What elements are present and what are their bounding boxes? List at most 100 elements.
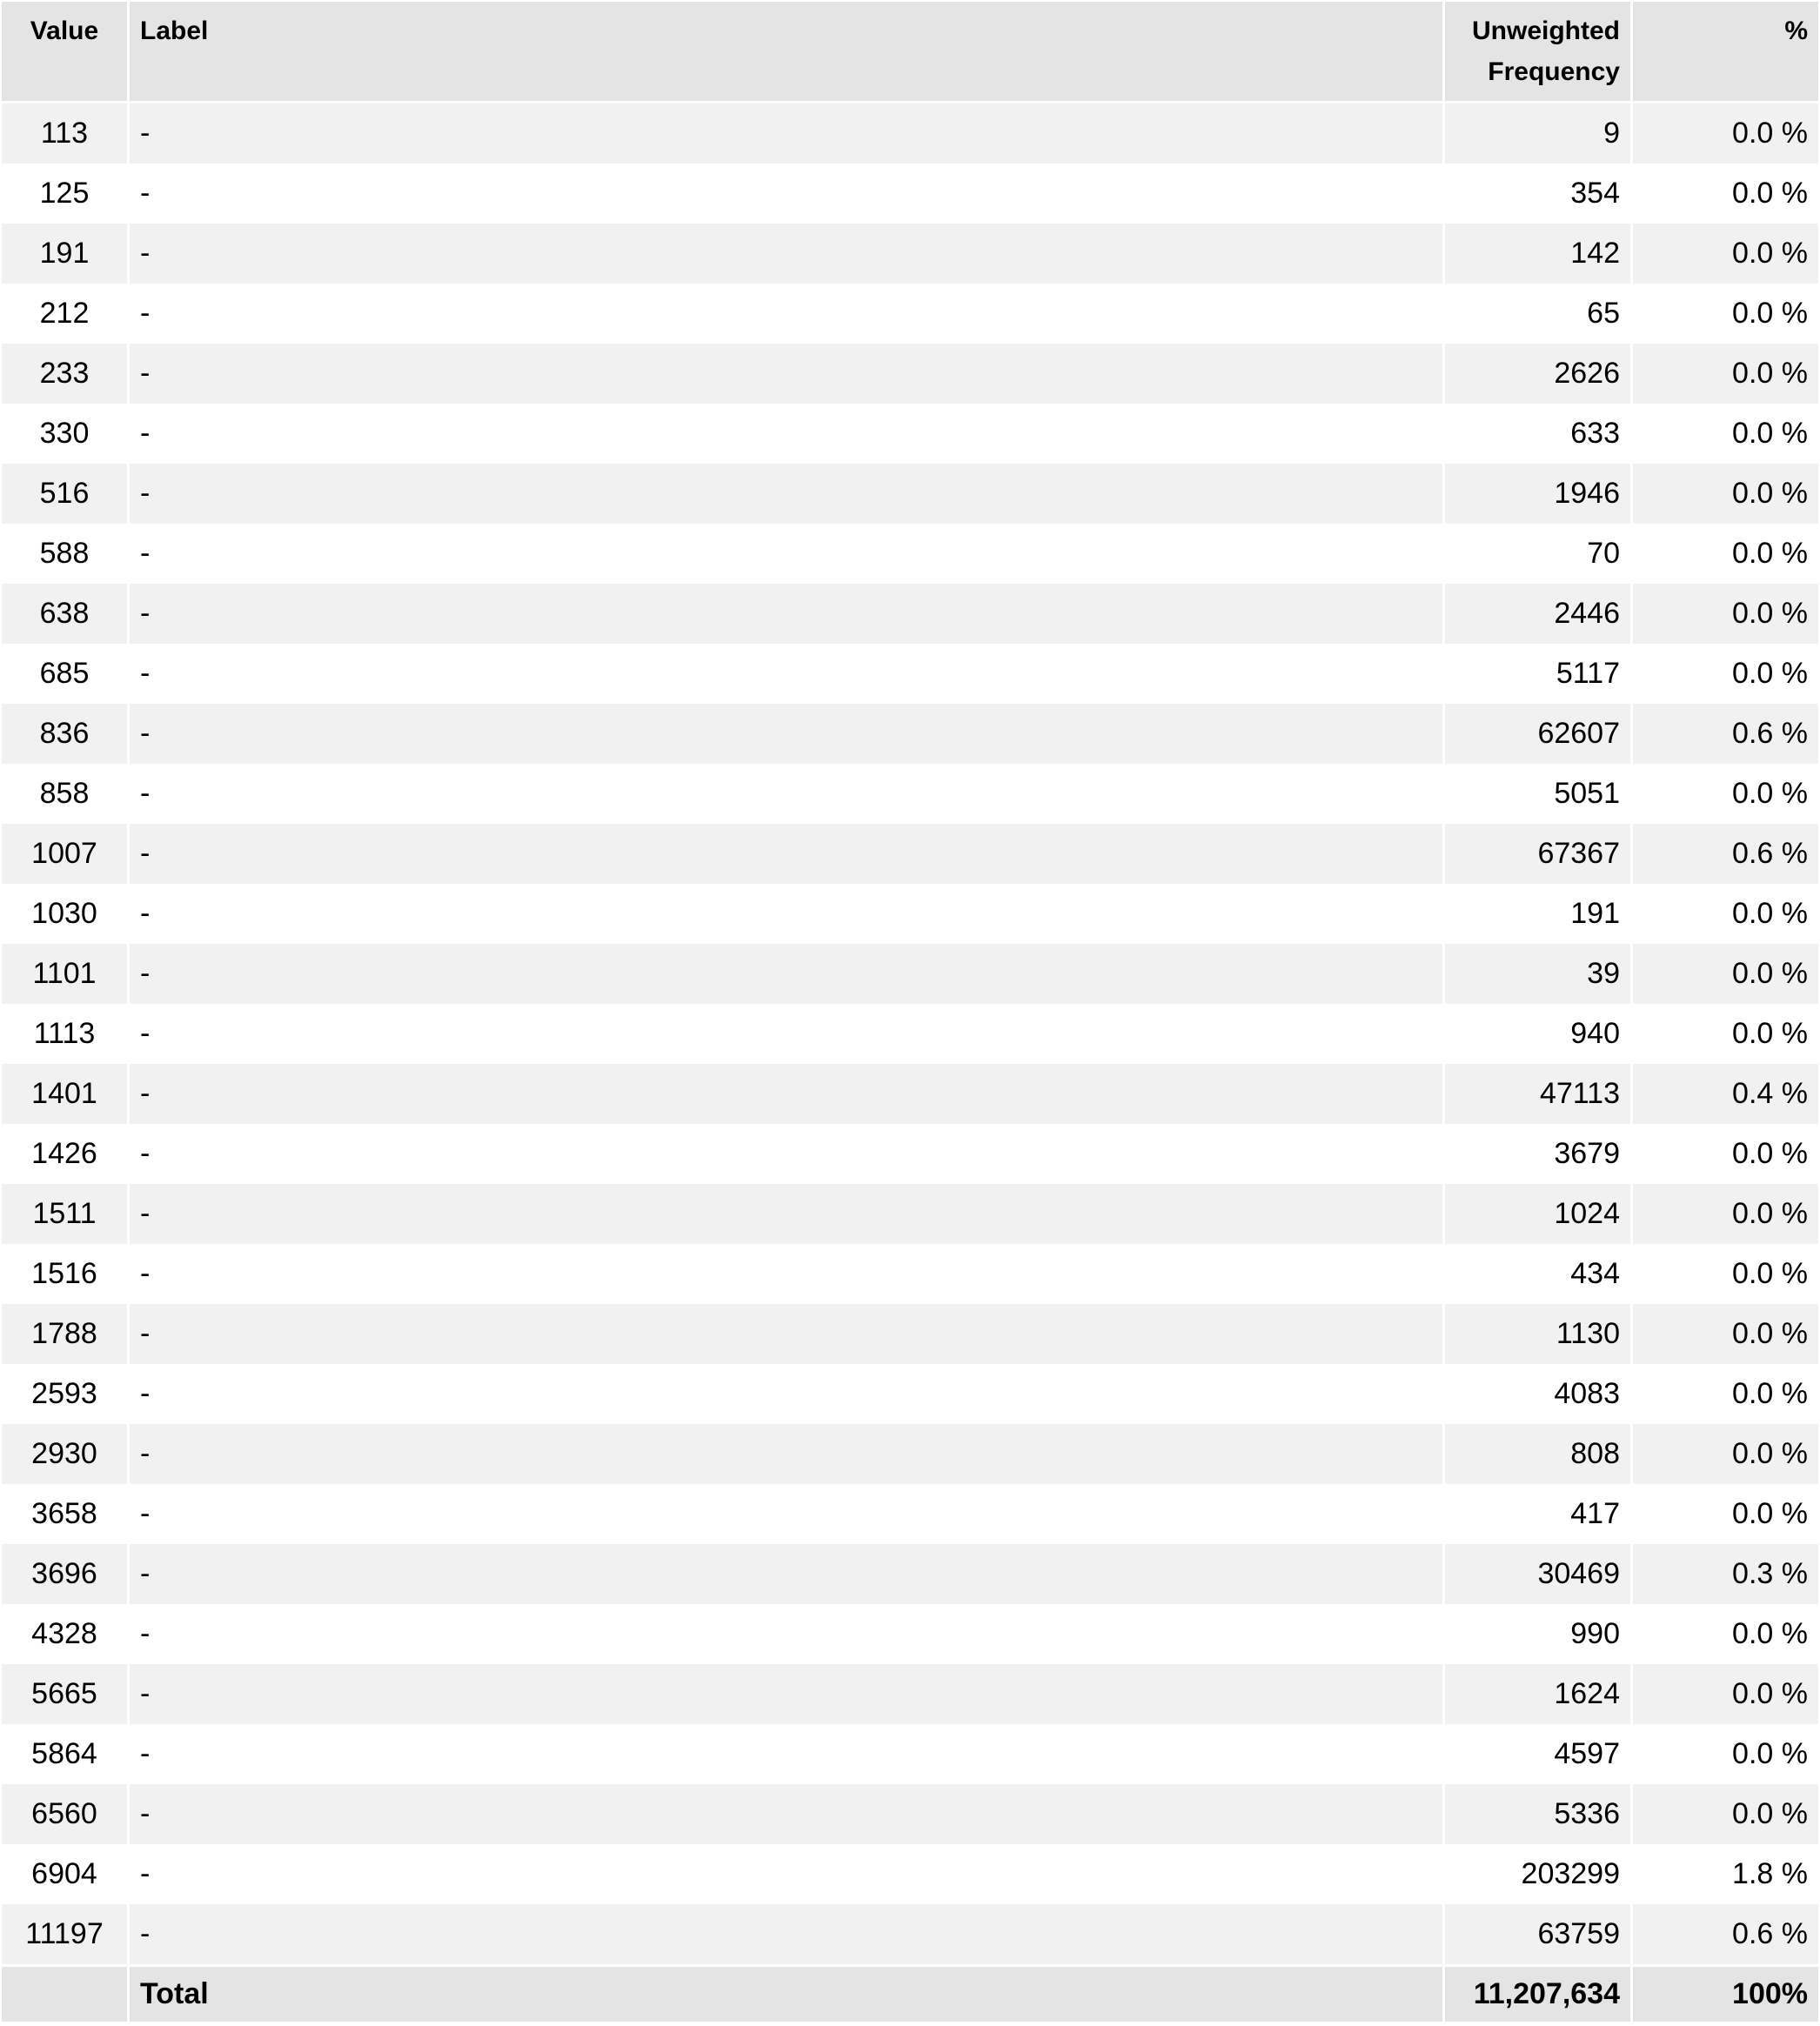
cell-label: - <box>127 104 1442 164</box>
cell-frequency: 62607 <box>1442 704 1630 764</box>
cell-value: 2593 <box>2 1364 127 1424</box>
cell-label: - <box>127 1244 1442 1304</box>
cell-percent: 0.6 % <box>1630 704 1818 764</box>
cell-percent: 0.0 % <box>1630 1604 1818 1664</box>
cell-percent: 0.0 % <box>1630 884 1818 944</box>
cell-percent: 0.0 % <box>1630 1184 1818 1244</box>
cell-label: - <box>127 1364 1442 1424</box>
cell-percent: 0.0 % <box>1630 284 1818 344</box>
column-header-percent[interactable]: % <box>1630 2 1818 104</box>
column-header-label[interactable]: Label <box>127 2 1442 104</box>
table-row: 3658-417 0.0 % <box>2 1484 1818 1544</box>
table-row: 5665-1624 0.0 % <box>2 1664 1818 1724</box>
table-row: 113-9 0.0 % <box>2 104 1818 164</box>
cell-label: - <box>127 344 1442 404</box>
column-header-frequency[interactable]: Unweighted Frequency <box>1442 2 1630 104</box>
cell-label: - <box>127 1184 1442 1244</box>
cell-frequency: 203299 <box>1442 1844 1630 1904</box>
table-row: 4328-990 0.0 % <box>2 1604 1818 1664</box>
cell-value: 3696 <box>2 1544 127 1604</box>
cell-percent: 0.0 % <box>1630 524 1818 584</box>
cell-label: - <box>127 1904 1442 1964</box>
cell-frequency: 70 <box>1442 524 1630 584</box>
table-header: Value Label Unweighted Frequency % <box>2 2 1818 104</box>
table-row: 1113-940 0.0 % <box>2 1004 1818 1064</box>
cell-frequency: 4083 <box>1442 1364 1630 1424</box>
cell-label: - <box>127 764 1442 824</box>
cell-percent: 0.0 % <box>1630 944 1818 1004</box>
cell-percent: 0.0 % <box>1630 104 1818 164</box>
table-row: 5864-4597 0.0 % <box>2 1724 1818 1784</box>
cell-percent: 0.0 % <box>1630 584 1818 644</box>
cell-frequency: 1024 <box>1442 1184 1630 1244</box>
cell-value: 212 <box>2 284 127 344</box>
cell-label: - <box>127 524 1442 584</box>
total-label: Total <box>127 1964 1442 2022</box>
cell-percent: 0.6 % <box>1630 1904 1818 1964</box>
cell-frequency: 417 <box>1442 1484 1630 1544</box>
total-row: Total 11,207,634 100% <box>2 1964 1818 2022</box>
cell-value: 1511 <box>2 1184 127 1244</box>
cell-value: 125 <box>2 164 127 224</box>
cell-value: 1101 <box>2 944 127 1004</box>
cell-label: - <box>127 884 1442 944</box>
column-header-value[interactable]: Value <box>2 2 127 104</box>
table-row: 6904-203299 1.8 % <box>2 1844 1818 1904</box>
cell-value: 858 <box>2 764 127 824</box>
table-row: 1511-1024 0.0 % <box>2 1184 1818 1244</box>
cell-value: 6560 <box>2 1784 127 1844</box>
total-frequency: 11,207,634 <box>1442 1964 1630 2022</box>
cell-frequency: 5051 <box>1442 764 1630 824</box>
table-row: 685-5117 0.0 % <box>2 644 1818 704</box>
cell-frequency: 434 <box>1442 1244 1630 1304</box>
cell-frequency: 633 <box>1442 404 1630 464</box>
cell-value: 1426 <box>2 1124 127 1184</box>
table-row: 191-142 0.0 % <box>2 224 1818 284</box>
cell-value: 638 <box>2 584 127 644</box>
cell-percent: 0.0 % <box>1630 1664 1818 1724</box>
cell-label: - <box>127 404 1442 464</box>
cell-label: - <box>127 1664 1442 1724</box>
cell-label: - <box>127 1604 1442 1664</box>
cell-value: 2930 <box>2 1424 127 1484</box>
cell-percent: 1.8 % <box>1630 1844 1818 1904</box>
table-row: 1401-47113 0.4 % <box>2 1064 1818 1124</box>
cell-frequency: 65 <box>1442 284 1630 344</box>
cell-label: - <box>127 1064 1442 1124</box>
header-row: Value Label Unweighted Frequency % <box>2 2 1818 104</box>
table-row: 3696-30469 0.3 % <box>2 1544 1818 1604</box>
cell-value: 1113 <box>2 1004 127 1064</box>
cell-label: - <box>127 1424 1442 1484</box>
cell-value: 113 <box>2 104 127 164</box>
cell-frequency: 2446 <box>1442 584 1630 644</box>
cell-value: 11197 <box>2 1904 127 1964</box>
cell-percent: 0.0 % <box>1630 1484 1818 1544</box>
cell-percent: 0.4 % <box>1630 1064 1818 1124</box>
cell-value: 6904 <box>2 1844 127 1904</box>
cell-label: - <box>127 1484 1442 1544</box>
cell-label: - <box>127 584 1442 644</box>
cell-value: 3658 <box>2 1484 127 1544</box>
cell-frequency: 2626 <box>1442 344 1630 404</box>
table-row: 2593-4083 0.0 % <box>2 1364 1818 1424</box>
cell-label: - <box>127 164 1442 224</box>
table-row: 6560-5336 0.0 % <box>2 1784 1818 1844</box>
cell-frequency: 5117 <box>1442 644 1630 704</box>
cell-label: - <box>127 704 1442 764</box>
table-row: 588-70 0.0 % <box>2 524 1818 584</box>
cell-frequency: 4597 <box>1442 1724 1630 1784</box>
cell-label: - <box>127 1124 1442 1184</box>
cell-frequency: 39 <box>1442 944 1630 1004</box>
cell-percent: 0.0 % <box>1630 1724 1818 1784</box>
table-row: 233-2626 0.0 % <box>2 344 1818 404</box>
table-body: 113-9 0.0 % 125-354 0.0 % 191-142 0.0 % 212-65… <box>2 104 1818 1964</box>
cell-value: 1516 <box>2 1244 127 1304</box>
cell-frequency: 1624 <box>1442 1664 1630 1724</box>
cell-frequency: 990 <box>1442 1604 1630 1664</box>
table-row: 1788-1130 0.0 % <box>2 1304 1818 1364</box>
table-row: 1101-39 0.0 % <box>2 944 1818 1004</box>
cell-percent: 0.0 % <box>1630 224 1818 284</box>
cell-frequency: 47113 <box>1442 1064 1630 1124</box>
cell-percent: 0.0 % <box>1630 464 1818 524</box>
table-row: 330-633 0.0 % <box>2 404 1818 464</box>
